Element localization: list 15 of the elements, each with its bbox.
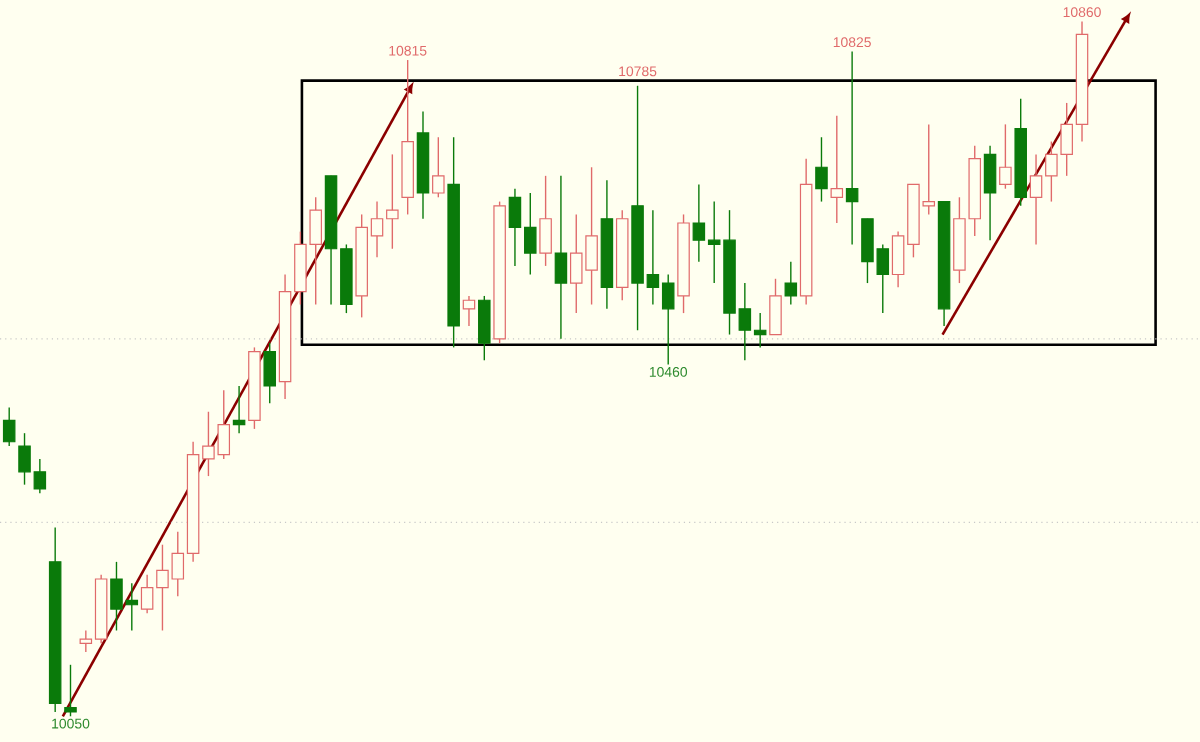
candlestick (539, 175, 552, 267)
candlestick (983, 145, 997, 241)
candlestick (478, 295, 491, 361)
candlestick (830, 115, 844, 224)
candlestick (554, 175, 568, 340)
candlestick (999, 123, 1012, 190)
candlestick (263, 342, 277, 404)
candlestick (432, 136, 445, 198)
candlestick (845, 50, 859, 246)
candlestick (2, 406, 16, 447)
candlestick (769, 278, 782, 336)
candlestick (815, 136, 828, 203)
candlestick (232, 385, 246, 434)
candlestick (784, 260, 798, 306)
candlestick (64, 664, 77, 717)
